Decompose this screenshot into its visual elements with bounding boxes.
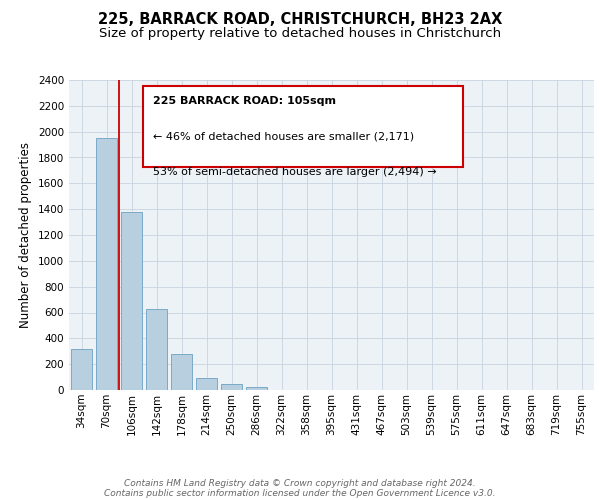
Bar (96, 138, 117, 390)
Text: 53% of semi-detached houses are larger (2,494) →: 53% of semi-detached houses are larger (… (153, 167, 437, 177)
Text: ← 46% of detached houses are smaller (2,171): ← 46% of detached houses are smaller (2,… (153, 131, 414, 141)
Bar (71, 348, 92, 390)
Text: Contains HM Land Registry data © Crown copyright and database right 2024.: Contains HM Land Registry data © Crown c… (124, 478, 476, 488)
Text: Size of property relative to detached houses in Christchurch: Size of property relative to detached ho… (99, 28, 501, 40)
Bar (171, 354, 192, 390)
Bar (196, 378, 217, 390)
Y-axis label: Number of detached properties: Number of detached properties (19, 142, 32, 328)
Text: Contains public sector information licensed under the Open Government Licence v3: Contains public sector information licen… (104, 488, 496, 498)
Bar (121, 212, 142, 390)
Text: 225, BARRACK ROAD, CHRISTCHURCH, BH23 2AX: 225, BARRACK ROAD, CHRISTCHURCH, BH23 2A… (98, 12, 502, 28)
Bar (246, 388, 267, 390)
Bar (146, 308, 167, 390)
Text: 225 BARRACK ROAD: 105sqm: 225 BARRACK ROAD: 105sqm (153, 96, 336, 106)
FancyBboxPatch shape (143, 86, 463, 167)
Bar (221, 384, 242, 390)
